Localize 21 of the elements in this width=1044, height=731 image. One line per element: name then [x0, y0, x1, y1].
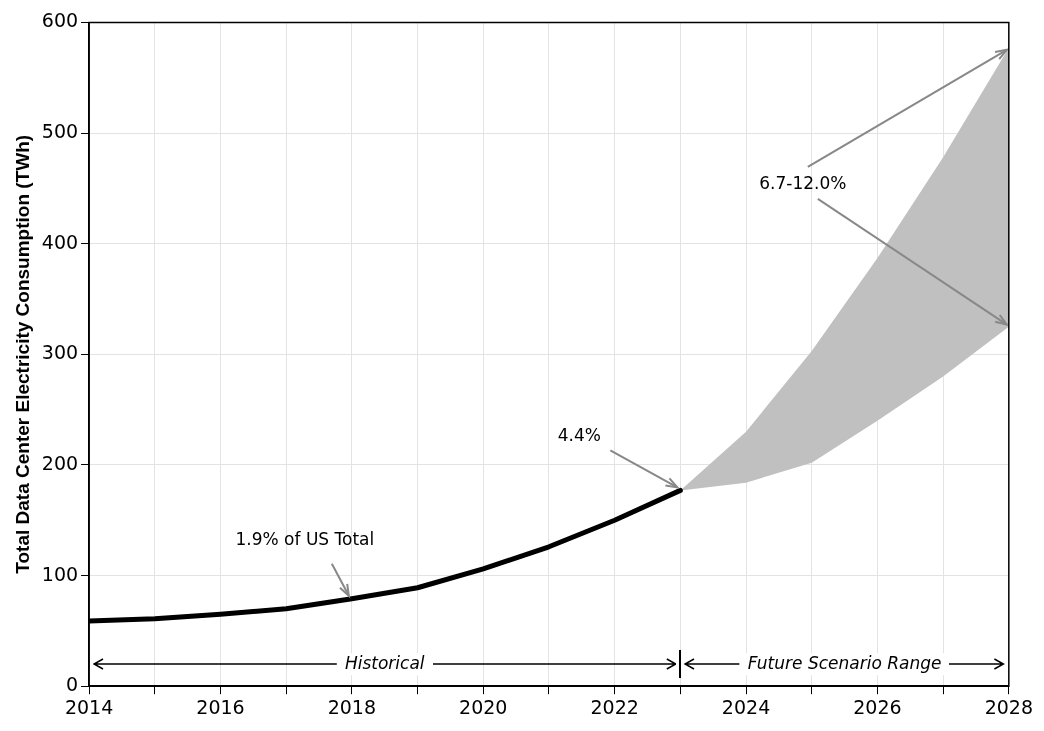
x-tick-label: 2014	[64, 695, 114, 718]
x-tick-label: 2022	[590, 695, 639, 718]
annotation: Historical	[344, 652, 425, 673]
y-tick-label: 100	[41, 562, 79, 585]
y-tick-label: 500	[41, 119, 79, 142]
y-tick-label: 300	[41, 341, 79, 364]
y-tick-label: 600	[41, 9, 79, 32]
annotation: Future Scenario Range	[747, 652, 942, 673]
annotation: 1.9% of US Total	[235, 529, 375, 550]
annotation: 6.7-12.0%	[759, 173, 847, 194]
x-tick-label: 2028	[984, 695, 1033, 718]
x-tick-label: 2020	[459, 695, 508, 718]
y-tick-label: 200	[41, 451, 79, 474]
y-tick-label: 0	[65, 673, 79, 696]
x-tick-label: 2026	[853, 695, 902, 718]
x-tick-label: 2018	[327, 695, 377, 718]
annotation: 4.4%	[557, 424, 601, 445]
y-tick-label: 400	[41, 230, 79, 253]
y-axis-title: Total Data Center Electricity Consumption (TWh)	[11, 134, 33, 574]
x-tick-label: 2016	[196, 695, 245, 718]
x-tick-label: 2024	[721, 695, 771, 718]
